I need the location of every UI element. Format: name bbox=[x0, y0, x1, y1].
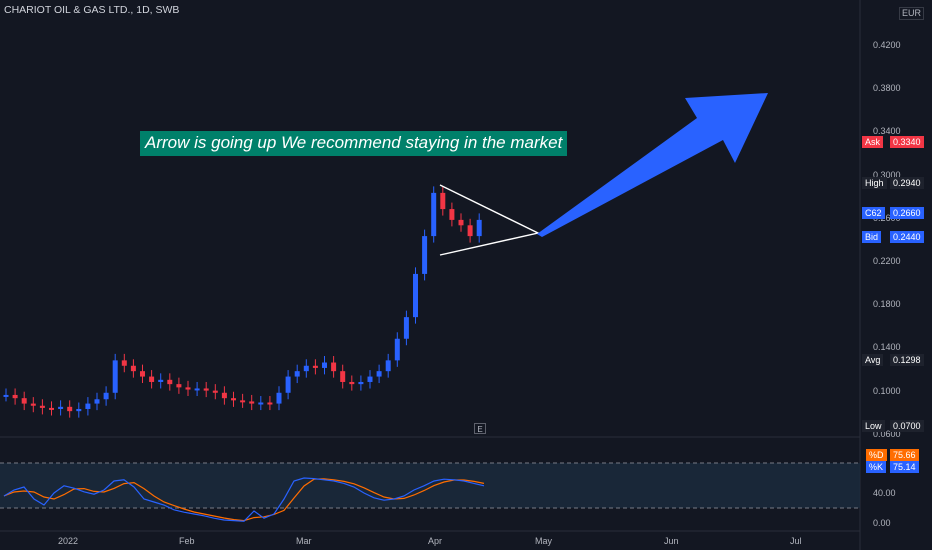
candle-body bbox=[176, 384, 182, 388]
price-badge-value-low: 0.0700 bbox=[890, 420, 924, 432]
candle-body bbox=[413, 273, 418, 318]
candle-body bbox=[194, 388, 200, 391]
symbol-title[interactable]: CHARIOT OIL & GAS LTD., 1D, SWB bbox=[4, 4, 180, 16]
time-axis-label: May bbox=[535, 536, 553, 546]
stoch-k-label: %K bbox=[866, 461, 887, 473]
candle-body bbox=[376, 371, 382, 377]
time-axis-label: Mar bbox=[296, 536, 312, 546]
price-badge-value-avg: 0.1298 bbox=[890, 354, 924, 366]
candle-body bbox=[294, 371, 300, 377]
price-badge-label-low: Low bbox=[862, 420, 885, 432]
stoch-axis-tick: 40.00 bbox=[873, 488, 896, 498]
candle-body bbox=[303, 365, 309, 372]
price-axis-tick: 0.1000 bbox=[873, 385, 901, 396]
chart-annotation-text[interactable]: Arrow is going up We recommend staying i… bbox=[140, 131, 568, 156]
price-badge-label-bid: Bid bbox=[862, 231, 882, 243]
price-badge-value-ask: 0.3340 bbox=[890, 136, 924, 148]
candle-body bbox=[12, 394, 18, 399]
price-badge-value-c62: 0.2660 bbox=[890, 207, 924, 219]
candle-body bbox=[440, 192, 446, 210]
candle-body bbox=[58, 406, 64, 409]
stoch-d-label: %D bbox=[866, 449, 887, 461]
price-axis-tick: 0.2600 bbox=[873, 212, 901, 223]
price-badge-value-bid: 0.2440 bbox=[890, 231, 924, 243]
price-axis-tick: 0.3000 bbox=[873, 169, 901, 180]
candle-body bbox=[67, 406, 73, 412]
up-arrow-drawing bbox=[537, 93, 768, 237]
currency-label[interactable]: EUR bbox=[898, 7, 924, 20]
price-axis-tick: 0.3800 bbox=[873, 83, 901, 94]
candle-body bbox=[358, 381, 364, 385]
candle-body bbox=[340, 371, 346, 382]
price-axis-tick: 0.1800 bbox=[873, 299, 901, 310]
candle-body bbox=[49, 407, 54, 410]
candle-body bbox=[149, 376, 155, 382]
candle-body bbox=[258, 402, 264, 405]
time-axis-label: 2022 bbox=[58, 536, 79, 546]
price-badge-label-avg: Avg bbox=[862, 354, 884, 366]
candle-body bbox=[130, 365, 136, 372]
price-axis-tick: 0.2200 bbox=[873, 256, 901, 266]
candle-body bbox=[322, 362, 327, 368]
candle-body bbox=[140, 371, 145, 377]
candle-body bbox=[385, 360, 391, 372]
candle-body bbox=[158, 379, 164, 382]
candle-body bbox=[476, 219, 482, 237]
price-axis-tick: 0.0600 bbox=[873, 428, 901, 439]
candle-body bbox=[221, 392, 227, 399]
candle-body bbox=[76, 408, 82, 412]
candle-body bbox=[312, 365, 318, 368]
stoch-band bbox=[0, 463, 860, 508]
price-badge-value-high: 0.2940 bbox=[890, 177, 924, 189]
candle-body bbox=[331, 362, 337, 372]
price-axis-tick: 0.1400 bbox=[873, 342, 901, 353]
candle-body bbox=[112, 360, 118, 393]
triangle-pattern bbox=[439, 184, 541, 256]
price-axis-tick: 0.4200 bbox=[873, 40, 901, 50]
candle-body bbox=[212, 390, 218, 393]
candle-body bbox=[121, 360, 127, 366]
time-axis-label: Jun bbox=[664, 536, 679, 546]
stoch-axis-tick: 0.00 bbox=[873, 518, 891, 528]
candle-body bbox=[458, 219, 464, 226]
stoch-k-value: 75.14 bbox=[890, 461, 919, 473]
candle-body bbox=[431, 192, 437, 237]
earnings-event-marker[interactable]: E bbox=[474, 423, 486, 434]
time-axis-label: Feb bbox=[179, 536, 195, 546]
candle-body bbox=[231, 398, 236, 401]
candle-body bbox=[249, 401, 255, 404]
candle-body bbox=[167, 379, 173, 385]
price-badge-label-high: High bbox=[862, 177, 887, 189]
stoch-d-value: 75.66 bbox=[890, 449, 919, 461]
candle-body bbox=[185, 387, 191, 390]
candle-body bbox=[267, 402, 273, 405]
candle-body bbox=[276, 392, 282, 404]
candle-body bbox=[203, 388, 209, 391]
candle-body bbox=[349, 381, 355, 385]
price-badge-label-c62: C62 bbox=[862, 207, 885, 219]
candle-body bbox=[85, 403, 91, 409]
candle-body bbox=[240, 400, 246, 403]
price-badge-label-ask: Ask bbox=[862, 136, 884, 148]
candle-body bbox=[94, 399, 100, 404]
time-axis-label: Jul bbox=[790, 536, 802, 546]
candle-body bbox=[467, 225, 473, 237]
stoch-k-line bbox=[3, 477, 485, 522]
candle-body bbox=[3, 394, 9, 397]
candle-body bbox=[30, 403, 36, 406]
candle-body bbox=[422, 236, 428, 274]
candle-body bbox=[449, 209, 455, 220]
price-axis-tick: 0.3400 bbox=[873, 126, 901, 137]
candle-body bbox=[403, 317, 409, 339]
candle-body bbox=[394, 338, 400, 361]
candle-body bbox=[367, 376, 373, 382]
candle-body bbox=[103, 392, 109, 400]
time-axis-label: Apr bbox=[428, 536, 443, 546]
candle-body bbox=[21, 398, 27, 404]
candle-body bbox=[285, 376, 291, 393]
candle-body bbox=[39, 405, 45, 408]
